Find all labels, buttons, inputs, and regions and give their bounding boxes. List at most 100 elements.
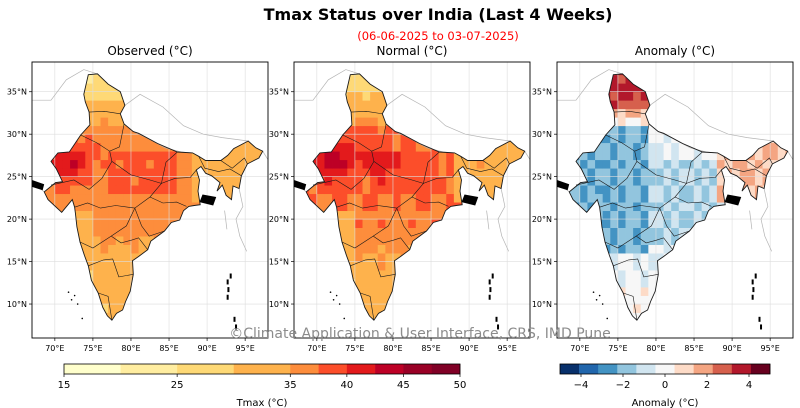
- grid-cell: [625, 202, 634, 212]
- grid-cell: [709, 159, 718, 169]
- grid-cell: [655, 210, 664, 220]
- grid-cell: [777, 151, 786, 161]
- grid-cell: [370, 304, 379, 313]
- state-boundary: [623, 292, 638, 321]
- grid-cell: [747, 185, 756, 195]
- lakshadweep-island: [76, 303, 79, 305]
- grid-cell: [610, 100, 619, 110]
- grid-cell: [77, 236, 86, 245]
- grid-cell: [370, 108, 379, 118]
- grid-cell: [332, 159, 341, 169]
- grid-cell: [640, 287, 649, 296]
- grid-cell: [339, 227, 348, 237]
- grid-cell: [453, 185, 462, 195]
- grid-cell: [648, 159, 657, 169]
- grid-cell: [754, 176, 763, 186]
- grid-cell: [100, 287, 109, 296]
- grid-cell: [648, 227, 657, 237]
- grid-cell: [130, 244, 139, 254]
- grid-cell: [625, 278, 634, 288]
- grid-cell: [377, 193, 386, 203]
- grid-cell: [499, 151, 508, 161]
- grid-cell: [176, 210, 185, 220]
- grid-cell: [370, 270, 379, 279]
- grid-cell: [92, 219, 101, 228]
- grid-cell: [108, 151, 117, 161]
- grid-cell: [625, 100, 634, 110]
- india-outline: [43, 73, 264, 321]
- grid-cell: [347, 125, 356, 135]
- grid-cell: [770, 142, 779, 152]
- grid-cell: [85, 176, 94, 186]
- grid-cell: [400, 142, 409, 152]
- grid-cell: [362, 270, 371, 279]
- grid-cell: [85, 168, 94, 178]
- grid-cell: [362, 287, 371, 296]
- grid-cell: [671, 227, 680, 237]
- grid-cell: [347, 168, 356, 178]
- grid-cell: [377, 261, 386, 271]
- grid-cell: [617, 210, 626, 220]
- grid-cell: [408, 185, 417, 195]
- grid-cell: [184, 193, 193, 203]
- grid-cell: [610, 261, 619, 271]
- lat-tick-label: 20°N: [269, 215, 289, 224]
- lon-tick-label: 80°E: [383, 344, 402, 353]
- grid-cell: [415, 142, 424, 152]
- grid-cell: [354, 270, 363, 279]
- grid-cell: [324, 176, 333, 186]
- lat-tick-label: 35°N: [269, 88, 289, 97]
- lakshadweep-island: [343, 317, 346, 320]
- grid-cell: [663, 159, 672, 169]
- grid-cell: [610, 227, 619, 237]
- grid-cell: [370, 236, 379, 245]
- grid-cell: [431, 185, 440, 195]
- grid-cell: [491, 176, 500, 186]
- state-boundary: [723, 156, 767, 177]
- grid-cell: [694, 176, 703, 186]
- grid-cell: [100, 244, 109, 254]
- grid-cell: [108, 295, 117, 305]
- grid-cell: [108, 168, 117, 178]
- grid-cell: [701, 168, 710, 178]
- lakshadweep-island: [335, 294, 338, 297]
- state-boundary: [111, 235, 148, 250]
- grid-cell: [648, 193, 657, 203]
- grid-cell: [354, 227, 363, 237]
- grid-cell: [716, 151, 725, 161]
- grid-cell: [222, 176, 231, 186]
- andaman-island: [226, 294, 229, 300]
- map-panel-observed: Observed (°C) 35°N 30°N 25°N 20°N 15°N 10°N 70°…: [7, 44, 269, 353]
- andaman-island: [751, 279, 754, 285]
- grid-cell: [108, 312, 117, 321]
- neighbour-boundary: [294, 69, 360, 101]
- grid-cell: [400, 202, 409, 212]
- grid-cell: [85, 91, 94, 101]
- grid-cell: [354, 159, 363, 169]
- grid-cell: [130, 227, 139, 237]
- grid-cell: [138, 185, 147, 195]
- grid-cell: [762, 142, 771, 152]
- colorbar-segment: [560, 364, 580, 374]
- grid-cell: [640, 100, 649, 110]
- grid-cell: [625, 91, 634, 101]
- grid-cell: [640, 270, 649, 279]
- grid-cell: [229, 151, 238, 161]
- grid-cell: [640, 236, 649, 245]
- grid-cell: [617, 236, 626, 245]
- grid-cell: [92, 117, 101, 127]
- grid-cell: [617, 270, 626, 279]
- grid-cell: [54, 159, 63, 169]
- grid-cell: [370, 168, 379, 178]
- grid-cell: [62, 193, 71, 203]
- grid-cell: [438, 202, 447, 212]
- grid-cell: [339, 202, 348, 212]
- grid-cell: [431, 168, 440, 178]
- colorbar-segment: [579, 364, 599, 374]
- andaman-island: [754, 273, 757, 279]
- andaman-island: [227, 287, 230, 293]
- state-boundary: [198, 156, 242, 177]
- grid-cell: [385, 261, 394, 271]
- grid-cell: [85, 202, 94, 212]
- grid-cell: [610, 210, 619, 220]
